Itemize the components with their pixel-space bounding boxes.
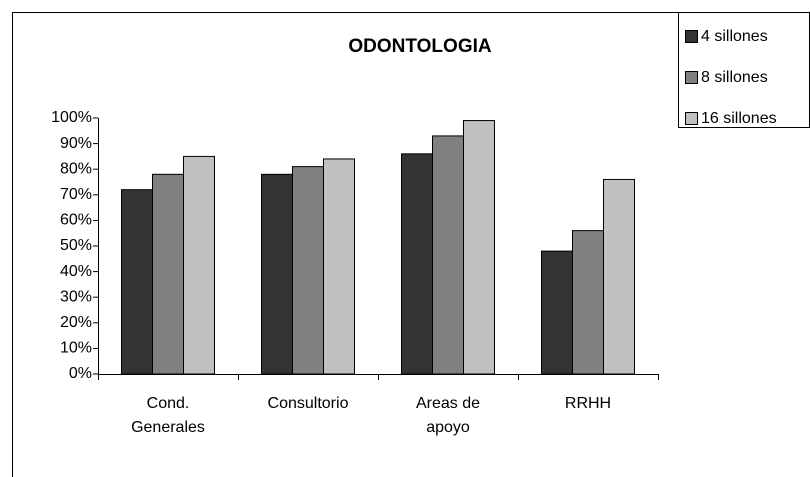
y-tick-label: 30% — [60, 288, 92, 305]
bar — [572, 230, 604, 375]
x-tick-label: Cond. Generales — [131, 395, 205, 436]
legend-swatch — [685, 112, 698, 125]
y-tick-label: 100% — [51, 109, 92, 126]
bar — [463, 120, 495, 375]
bar — [183, 155, 215, 375]
bar — [541, 250, 573, 375]
y-tick-label: 80% — [60, 160, 92, 177]
legend-label: 16 sillones — [701, 110, 777, 127]
legend-swatch — [685, 30, 698, 43]
bar — [603, 178, 635, 375]
y-tick-label: 10% — [60, 340, 92, 357]
legend-label: 4 sillones — [701, 28, 768, 45]
bar — [152, 173, 184, 375]
x-tick-label: Consultorio — [268, 395, 349, 412]
bar — [121, 189, 153, 375]
legend-label: 8 sillones — [701, 69, 768, 86]
y-tick-label: 50% — [60, 237, 92, 254]
bar — [261, 173, 293, 375]
y-tick-label: 0% — [69, 365, 92, 382]
bar — [323, 158, 355, 375]
bar — [401, 153, 433, 375]
y-tick-label: 40% — [60, 263, 92, 280]
y-tick-label: 90% — [60, 135, 92, 152]
y-tick-label: 70% — [60, 186, 92, 203]
bar — [292, 166, 324, 375]
legend-box — [678, 12, 810, 128]
y-tick-label: 20% — [60, 314, 92, 331]
y-tick-label: 60% — [60, 212, 92, 229]
x-tick-label: Areas de apoyo — [416, 395, 480, 436]
chart-title: ODONTOLOGIA — [348, 36, 491, 57]
x-tick-label: RRHH — [565, 395, 611, 412]
bar — [432, 135, 464, 375]
legend-swatch — [685, 71, 698, 84]
